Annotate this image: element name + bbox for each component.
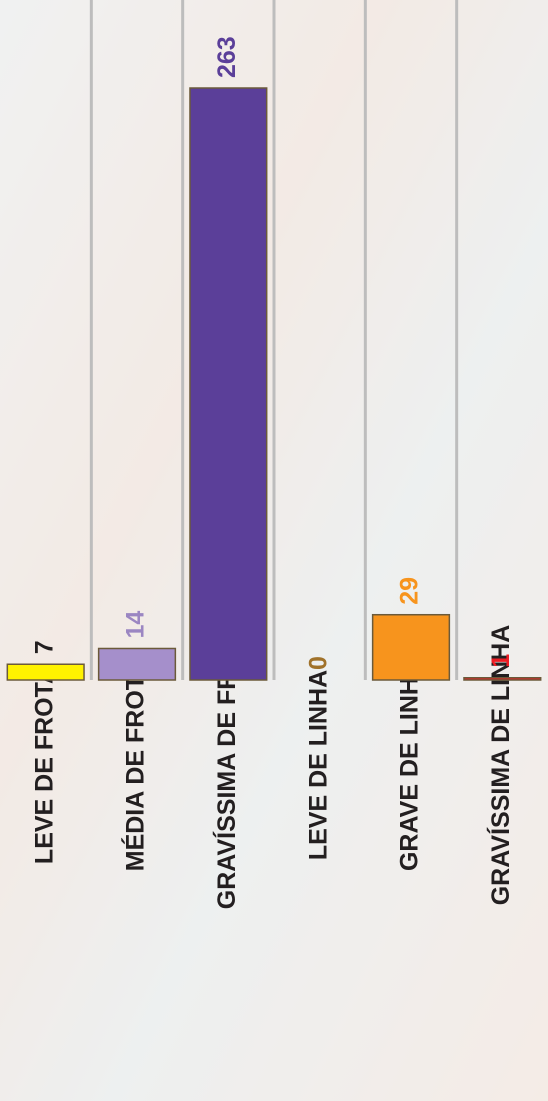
bar	[7, 664, 84, 680]
bar	[99, 648, 176, 680]
chart: LEVE DE FROTA7MÉDIA DE FROTA14GRAVÍSSIMA…	[0, 0, 548, 1101]
value-label: 29	[396, 577, 424, 605]
category-label: GRAVE DE LINHA	[396, 659, 424, 871]
category-label: MÉDIA DE FROTA	[121, 659, 150, 872]
bar	[190, 88, 267, 680]
category-label: LEVE DE FROTA	[30, 666, 58, 864]
bar	[373, 615, 450, 680]
value-label: 263	[213, 36, 241, 78]
value-label: 1	[487, 654, 515, 668]
bar	[464, 678, 541, 680]
category-label: LEVE DE LINHA	[304, 670, 332, 860]
value-label: 0	[304, 656, 332, 670]
value-label: 7	[30, 640, 58, 654]
value-label: 14	[122, 611, 150, 639]
